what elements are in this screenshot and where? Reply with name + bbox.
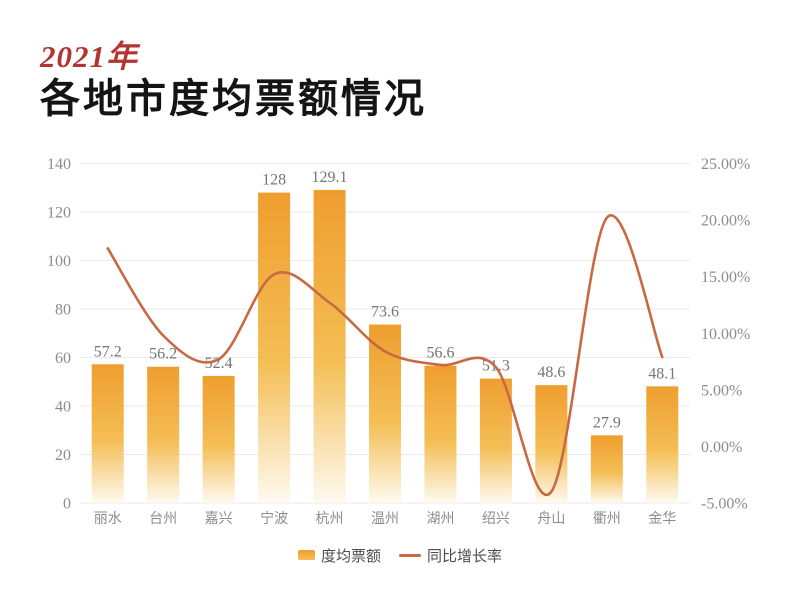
category-label-舟山: 舟山: [537, 511, 565, 527]
legend-item-line-series: 同比增长率: [399, 545, 502, 566]
bar-value-label: 56.2: [149, 346, 177, 363]
chart-legend: 度均票额 同比增长率: [0, 544, 800, 566]
growth-rate-line: [106, 214, 664, 497]
right-axis-tick-label: 15.00%: [701, 269, 750, 286]
chart-header: 2021年 各地市度均票额情况: [40, 39, 427, 122]
left-axis-tick-label: 40: [55, 399, 71, 416]
category-label-金华: 金华: [648, 511, 676, 527]
bar-value-label: 48.1: [648, 365, 676, 382]
category-label-温州: 温州: [371, 511, 399, 527]
left-axis-tick-label: 0: [63, 496, 71, 513]
category-label-宁波: 宁波: [260, 510, 288, 527]
left-axis-tick-label: 120: [47, 205, 71, 222]
category-label-杭州: 杭州: [316, 511, 344, 527]
legend-item-bar-series: 度均票额: [297, 545, 381, 566]
category-label-衢州: 衢州: [593, 510, 621, 527]
bar-湖州: [424, 365, 457, 503]
left-axis-tick-label: 100: [47, 253, 71, 270]
bar-宁波: [258, 192, 291, 503]
chart-subtitle-year: 2021年: [40, 39, 138, 74]
right-axis-tick-label: 0.00%: [701, 439, 742, 456]
bar-绍兴: [479, 378, 512, 503]
left-axis-tick-label: 20: [55, 447, 71, 464]
left-axis-tick-label: 60: [55, 350, 71, 367]
category-label-嘉兴: 嘉兴: [205, 511, 233, 527]
legend-label-line-series: 同比增长率: [427, 548, 503, 565]
bar-value-label: 48.6: [537, 364, 565, 381]
right-axis-tick-label: 10.00%: [701, 326, 750, 343]
left-axis-tick-label: 140: [47, 156, 71, 173]
left-axis-tick-label: 80: [55, 302, 71, 319]
chart-title: 各地市度均票额情况: [40, 76, 427, 122]
bar-温州: [369, 324, 401, 503]
category-label-丽水: 丽水: [94, 511, 122, 527]
bar-金华: [646, 386, 679, 503]
right-axis-tick-label: 20.00%: [701, 213, 750, 230]
bar-value-label: 73.6: [371, 304, 399, 321]
bar-嘉兴: [202, 375, 235, 503]
bar-value-label: 57.2: [94, 343, 122, 360]
bar-value-label: 129.1: [312, 169, 348, 186]
bar-value-label: 52.4: [205, 355, 233, 372]
right-axis-tick-label: 25.00%: [701, 156, 750, 173]
legend-label-bar-series: 度均票额: [320, 548, 381, 565]
category-label-绍兴: 绍兴: [482, 511, 510, 527]
bar-舟山: [535, 385, 568, 503]
line-series-swatch-icon: [399, 553, 421, 557]
category-label-台州: 台州: [149, 511, 177, 527]
bar-series-swatch-icon: [297, 550, 315, 560]
bar-杭州: [313, 189, 346, 503]
right-axis-tick-label: 5.00%: [701, 382, 742, 399]
bar-value-label: 27.9: [593, 414, 621, 431]
bar-value-label: 128: [262, 172, 286, 189]
bar-衢州: [590, 435, 623, 503]
bar-丽水: [91, 364, 124, 503]
right-axis-tick-label: -5.00%: [701, 496, 748, 513]
bar-台州: [147, 366, 180, 503]
bar-value-label: 56.6: [426, 345, 454, 362]
dual-axis-bar-line-chart: 0 20 40 60 80 100 120 140 -5.00% 0.00% 5.00% 10.00%…: [47, 156, 750, 527]
category-label-湖州: 湖州: [426, 511, 454, 527]
